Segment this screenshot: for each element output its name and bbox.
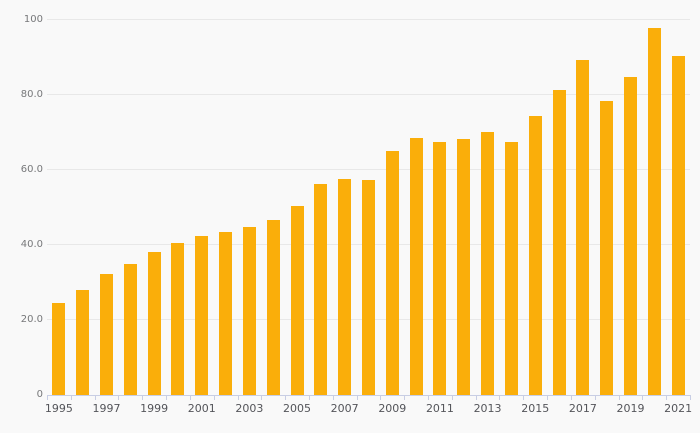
- x-axis-tick: [666, 395, 668, 400]
- x-axis-tick: [404, 395, 406, 400]
- x-axis-tick: [47, 395, 48, 400]
- bar[interactable]: [100, 273, 114, 395]
- x-axis-label: 2017: [568, 402, 597, 415]
- y-axis-label: 80.0: [20, 89, 43, 100]
- x-axis-tick: [475, 395, 477, 400]
- x-axis-tick: [690, 395, 691, 400]
- bar[interactable]: [457, 138, 471, 395]
- x-axis-label: 2009: [378, 402, 407, 415]
- x-axis-label: 1995: [44, 402, 73, 415]
- x-axis-label: 2003: [235, 402, 264, 415]
- x-axis-tick: [523, 395, 525, 400]
- x-axis-tick: [356, 395, 358, 400]
- x-axis-tick: [570, 395, 572, 400]
- bar[interactable]: [528, 116, 542, 395]
- bar[interactable]: [242, 227, 256, 395]
- bar[interactable]: [171, 243, 185, 395]
- x-axis-tick: [594, 395, 596, 400]
- x-axis-label: 2019: [616, 402, 645, 415]
- bar[interactable]: [433, 142, 447, 395]
- x-axis-tick: [166, 395, 168, 400]
- x-axis-tick: [118, 395, 120, 400]
- x-axis-tick: [642, 395, 644, 400]
- gridline: [47, 19, 690, 20]
- bar[interactable]: [504, 141, 518, 395]
- bar[interactable]: [385, 151, 399, 395]
- x-axis-tick: [380, 395, 382, 400]
- x-axis-tick: [308, 395, 310, 400]
- bar[interactable]: [195, 236, 209, 395]
- bar[interactable]: [671, 55, 685, 395]
- y-axis-label: 0: [36, 389, 43, 400]
- bar[interactable]: [219, 231, 233, 395]
- plot-area: [47, 19, 690, 396]
- y-axis-label: 20.0: [20, 314, 43, 325]
- x-axis-tick: [428, 395, 430, 400]
- x-axis-label: 2001: [187, 402, 216, 415]
- x-axis-label: 1999: [140, 402, 169, 415]
- bar[interactable]: [314, 184, 328, 395]
- y-axis-label: 40.0: [20, 239, 43, 250]
- bar[interactable]: [123, 264, 137, 395]
- bar[interactable]: [600, 101, 614, 395]
- x-axis-tick: [70, 395, 72, 400]
- x-axis-tick: [332, 395, 334, 400]
- x-axis-label: 1997: [92, 402, 121, 415]
- x-axis-label: 2013: [473, 402, 502, 415]
- bar[interactable]: [409, 138, 423, 395]
- x-axis-tick: [213, 395, 215, 400]
- x-axis-tick: [142, 395, 144, 400]
- x-axis-tick: [499, 395, 501, 400]
- x-axis-label: 2007: [330, 402, 359, 415]
- x-axis-tick: [285, 395, 287, 400]
- x-axis-tick: [451, 395, 453, 400]
- x-axis-line: [47, 395, 690, 396]
- y-axis-labels: 0 20.0 40.0 60.0 80.0 100: [0, 0, 43, 433]
- bar[interactable]: [576, 60, 590, 395]
- x-axis-tick: [94, 395, 96, 400]
- x-axis-label: 2005: [283, 402, 312, 415]
- bar[interactable]: [338, 178, 352, 395]
- bar[interactable]: [76, 289, 90, 395]
- x-axis-tick: [618, 395, 620, 400]
- y-axis-label: 60.0: [20, 164, 43, 175]
- y-axis-label: 100: [23, 14, 43, 25]
- gridline: [47, 169, 690, 170]
- x-axis-tick: [547, 395, 549, 400]
- x-axis-tick: [189, 395, 191, 400]
- x-axis-label: 2015: [521, 402, 550, 415]
- bar[interactable]: [623, 77, 637, 395]
- bar[interactable]: [362, 180, 375, 395]
- bar[interactable]: [52, 303, 66, 395]
- x-axis-tick: [261, 395, 263, 400]
- bar[interactable]: [147, 252, 161, 395]
- gridline: [47, 94, 690, 95]
- x-axis: 1995 1997 1999 2001 2003 2005 2007 2009 2011 2013…: [45, 395, 692, 425]
- bar[interactable]: [552, 90, 566, 395]
- bar[interactable]: [481, 132, 495, 395]
- x-axis-label: 2021: [664, 402, 693, 415]
- x-axis-tick: [237, 395, 239, 400]
- bar[interactable]: [647, 27, 661, 395]
- bar[interactable]: [266, 220, 280, 395]
- x-axis-label: 2011: [425, 402, 454, 415]
- bar[interactable]: [290, 206, 304, 395]
